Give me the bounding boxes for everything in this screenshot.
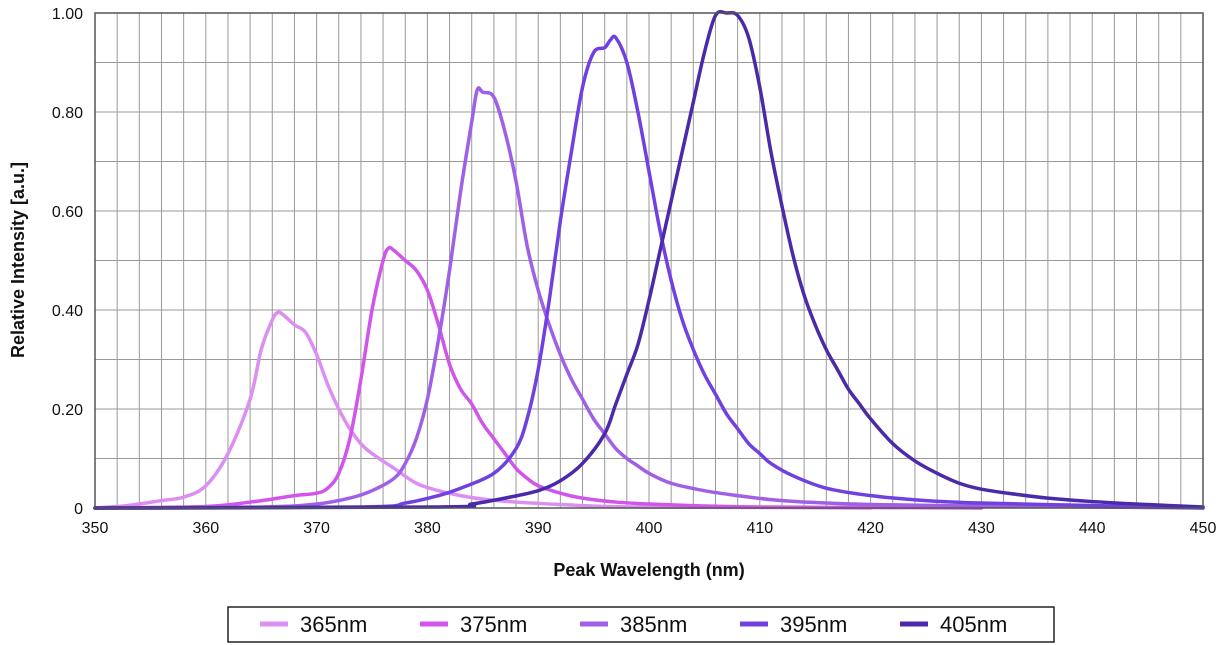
legend-label-375nm: 375nm: [460, 612, 527, 637]
x-axis-ticks: 350 360 370 380 390 400 410 420 430 440 450: [82, 520, 1217, 537]
x-axis-title: Peak Wavelength (nm): [553, 560, 744, 580]
x-tick-label: 420: [857, 520, 884, 537]
series-line-385nm: [93, 86, 1205, 510]
x-tick-label: 370: [303, 520, 330, 537]
series-line-395nm: [93, 34, 1205, 510]
grid: [95, 13, 1203, 508]
x-tick-label: 400: [636, 520, 663, 537]
y-axis-title: Relative Intensity [a.u.]: [8, 162, 28, 358]
legend-label-395nm: 395nm: [780, 612, 847, 637]
x-tick-label: 390: [525, 520, 552, 537]
y-tick-label: 1.00: [52, 6, 83, 23]
y-tick-label: 0.80: [52, 105, 83, 122]
x-tick-label: 440: [1079, 520, 1106, 537]
legend: 365nm 375nm 385nm 395nm 405nm: [227, 606, 1055, 643]
x-tick-label: 430: [968, 520, 995, 537]
series-lines: [93, 10, 1205, 510]
legend-label-385nm: 385nm: [620, 612, 687, 637]
y-tick-label: 0: [74, 501, 83, 518]
legend-items: 365nm 375nm 385nm 395nm 405nm: [260, 612, 1007, 637]
series-line-365nm: [93, 310, 873, 510]
y-tick-label: 0.40: [52, 303, 83, 320]
x-tick-label: 350: [82, 520, 109, 537]
x-tick-label: 450: [1190, 520, 1217, 537]
x-tick-label: 360: [192, 520, 219, 537]
legend-label-405nm: 405nm: [940, 612, 1007, 637]
x-tick-label: 380: [414, 520, 441, 537]
y-tick-label: 0.60: [52, 204, 83, 221]
y-axis-ticks: 0 0.20 0.40 0.60 0.80 1.00: [52, 6, 83, 518]
series-line-375nm: [93, 245, 984, 510]
y-tick-label: 0.20: [52, 402, 83, 419]
series-line-405nm: [93, 10, 1205, 510]
plot-area-border: [94, 12, 1204, 509]
legend-label-365nm: 365nm: [300, 612, 367, 637]
x-tick-label: 410: [746, 520, 773, 537]
